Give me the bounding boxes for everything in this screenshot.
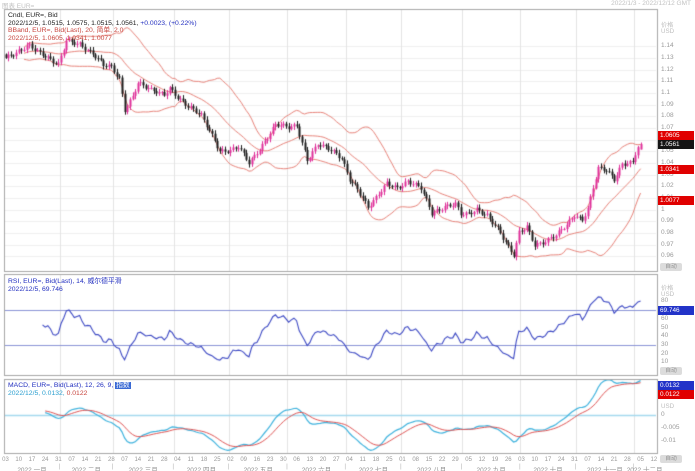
window-title: 图表 EUR=: [2, 3, 35, 10]
rsi-series-label: RSI, EUR=, Bid(Last), 14, 威尔德平滑: [8, 278, 122, 285]
macd-value: 2022/12/5, 0.0132,: [8, 389, 65, 397]
macd-legend: MACD, EUR=, Bid(Last), 12, 26, 9, 指数 202…: [8, 382, 131, 397]
main-axis-autoscale-button[interactable]: 自动: [660, 263, 682, 271]
rsi-axis-title: 价格: [661, 285, 674, 292]
macd-ma-type-badge: 指数: [115, 382, 131, 389]
rsi-axis-autoscale-button[interactable]: 自动: [660, 367, 682, 375]
rsi-axis-unit: USD: [661, 291, 675, 298]
bband-series-label: BBand, EUR=, Bid(Last), 20, 简单, 2.0: [8, 27, 124, 35]
bband-upper-axis-marker: 1.0605: [658, 131, 694, 140]
macd-axis-unit: USD: [661, 403, 675, 410]
macd-axis-autoscale-button[interactable]: 自动: [660, 455, 682, 463]
macd-signal-axis-marker: 0.0122: [658, 390, 694, 399]
bband-middle-axis-marker: 1.0341: [658, 165, 694, 174]
main-legend: Cndl, EUR=, Bid 2022/12/5, 1.0515, 1.057…: [8, 12, 197, 42]
macd-series-label: MACD, EUR=, Bid(Last), 12, 26, 9, 指数: [8, 382, 131, 389]
rsi-value: 2022/12/5, 69.746: [8, 285, 63, 293]
bband-values: 2022/12/5, 1.0605, 1.0341, 1.0077: [8, 34, 112, 42]
last-price-axis-marker: 1.0561: [658, 140, 694, 149]
date-range-label: 2022/1/3 - 2022/12/12 GMT: [611, 0, 691, 7]
macd-signal-value: 0.0122: [66, 389, 88, 397]
ohlc-values: 2022/12/5, 1.0515, 1.0575, 1.0515, 1.056…: [8, 19, 139, 27]
main-axis-title: 价格: [661, 22, 674, 29]
bband-lower-axis-marker: 1.0077: [658, 196, 694, 205]
rsi-axis-marker: 69.746: [658, 306, 694, 315]
macd-values: 2022/12/5, 0.0132, 0.0122: [8, 390, 131, 398]
candle-ohlc-values: 2022/12/5, 1.0515, 1.0575, 1.0515, 1.056…: [8, 20, 197, 28]
candle-series-label: Cndl, EUR=, Bid: [8, 12, 58, 19]
rsi-legend: RSI, EUR=, Bid(Last), 14, 威尔德平滑 2022/12/…: [8, 278, 122, 293]
main-axis-unit: USD: [661, 28, 675, 35]
macd-axis-marker: 0.0132: [658, 381, 694, 390]
change-values: +0.0023, (+0.22%): [140, 19, 197, 27]
